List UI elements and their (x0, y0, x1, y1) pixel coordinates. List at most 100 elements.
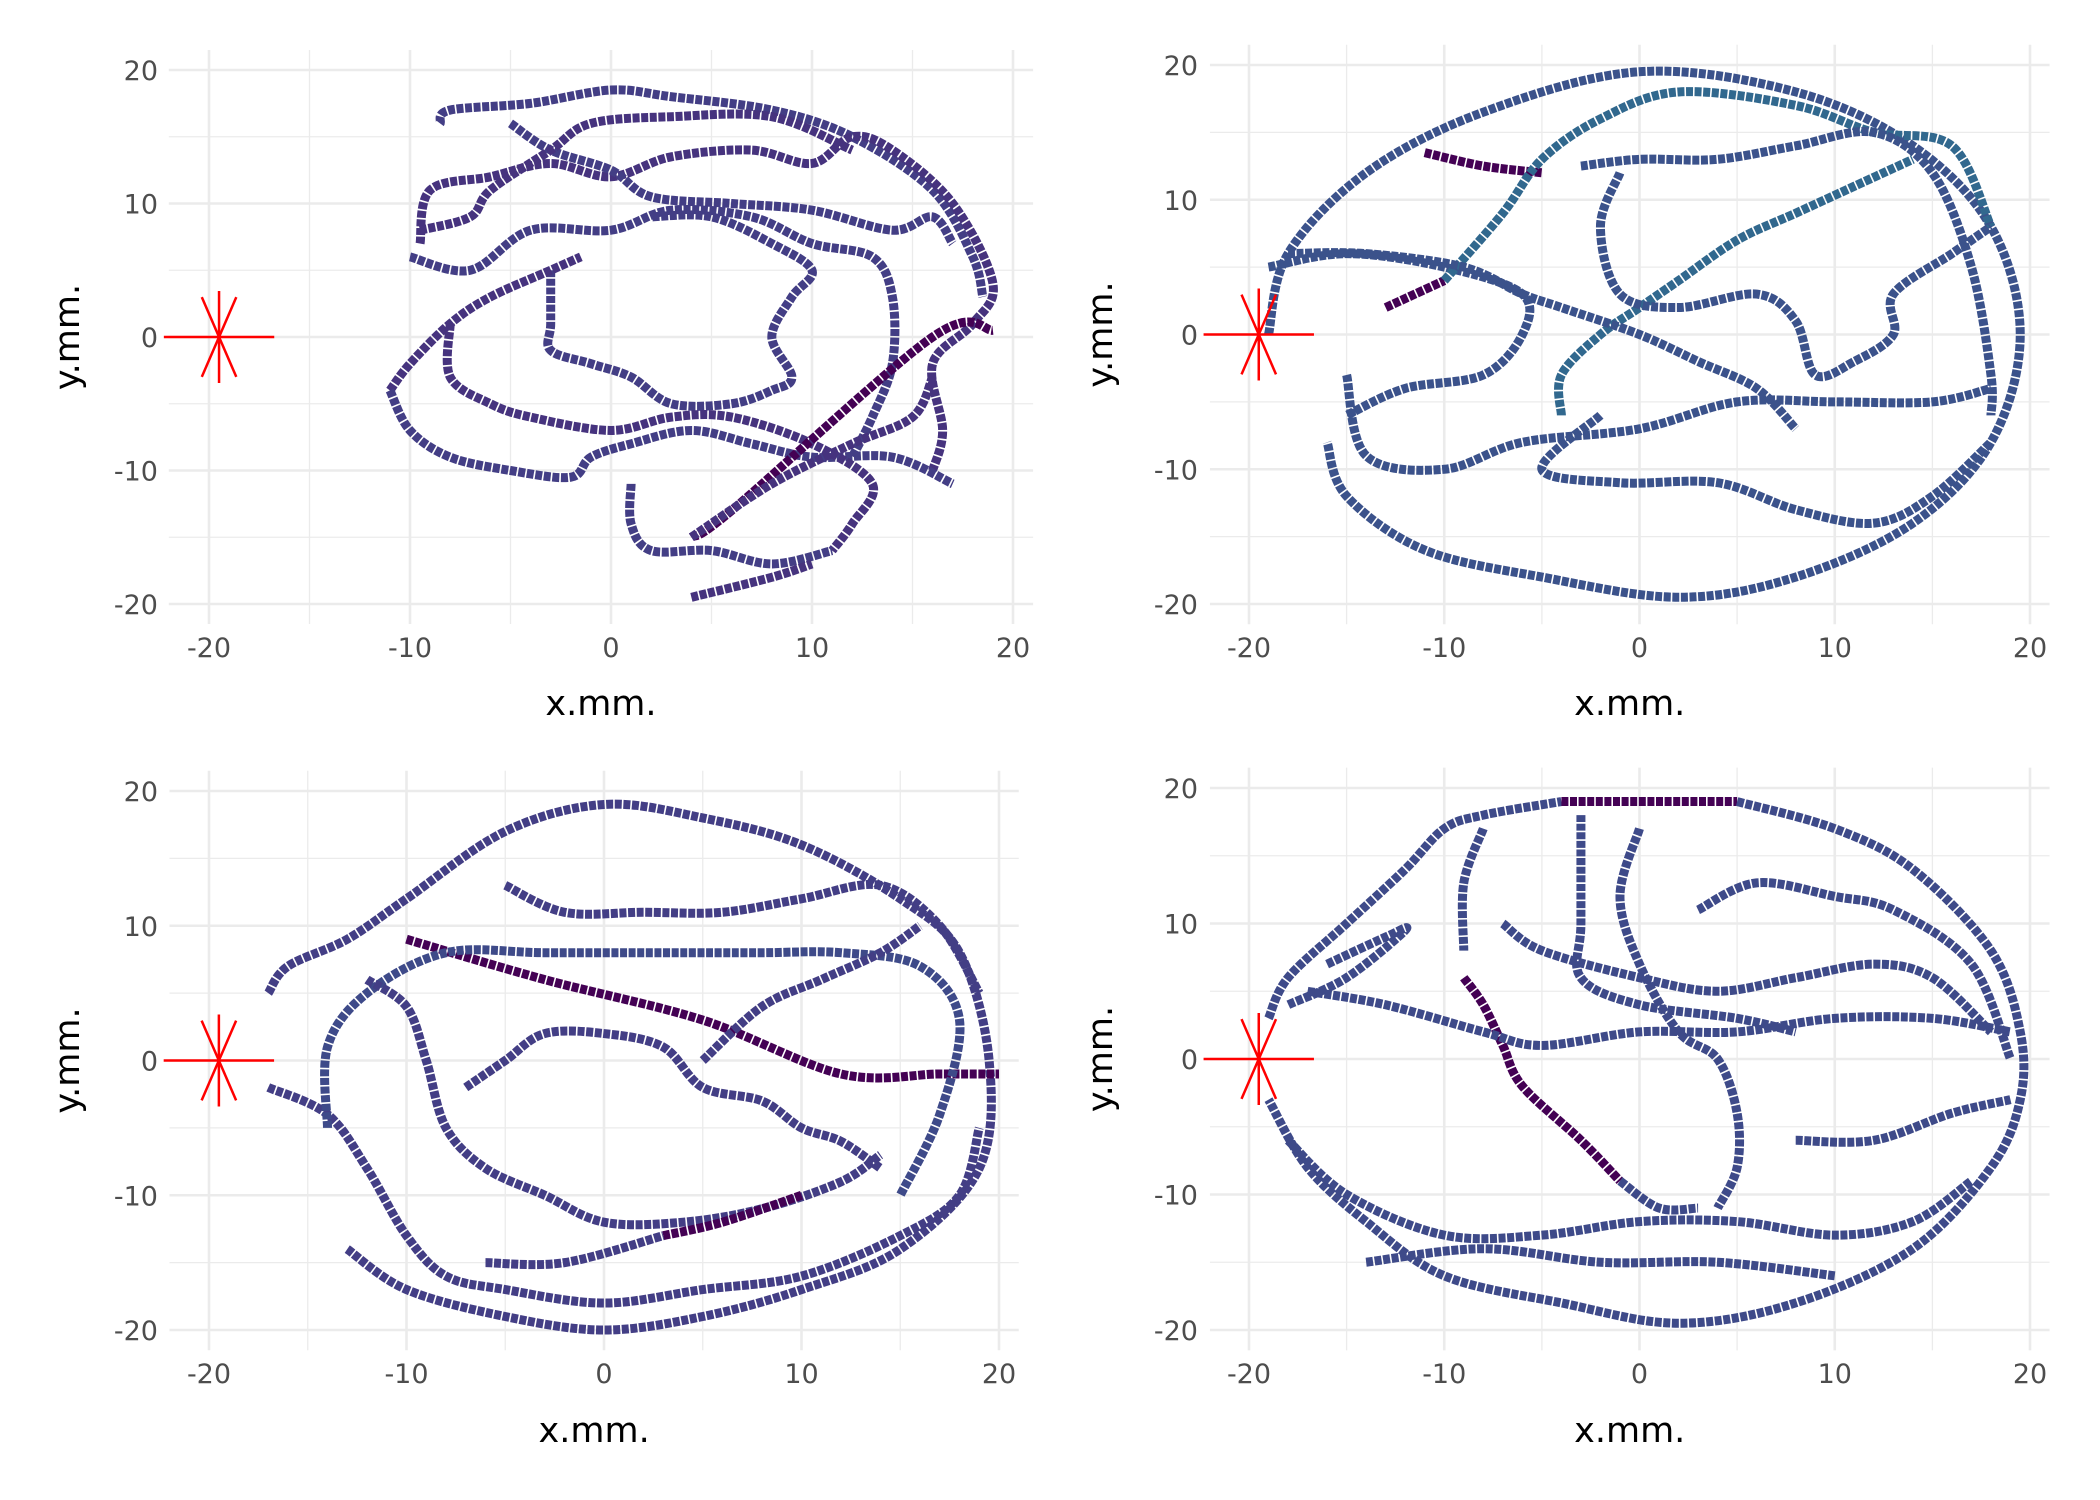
x-tick-label: 0 (602, 633, 619, 664)
trajectory-path (442, 323, 879, 554)
x-tick-label: 10 (795, 633, 829, 664)
trajectory-path (1306, 986, 2012, 1050)
trajectory-path (418, 109, 855, 235)
y-axis-title: y.mm. (1081, 1006, 1121, 1112)
trajectory-path (405, 934, 999, 1083)
x-axis-title: x.mm. (545, 684, 656, 724)
trajectory-path (1580, 127, 1997, 416)
x-tick-label: -10 (384, 1359, 428, 1390)
trajectory-path (1365, 1244, 1836, 1281)
x-tick-label: 0 (1631, 1359, 1648, 1390)
trajectory-path (503, 879, 984, 996)
y-tick-label: -20 (114, 1316, 158, 1347)
trajectory-path (463, 1026, 884, 1173)
y-tick-label: 10 (124, 912, 158, 943)
x-tick-label: -10 (1422, 1359, 1466, 1390)
y-tick-label: 20 (124, 56, 158, 87)
x-tick-label: -20 (1227, 633, 1271, 664)
y-axis-title: y.mm. (48, 284, 88, 390)
y-tick-label: -10 (1154, 1181, 1198, 1212)
trajectory-path (1537, 411, 1995, 528)
x-tick-label: 20 (996, 633, 1030, 664)
y-tick-label: 0 (1181, 1045, 1198, 1076)
x-tick-label: -20 (1227, 1359, 1271, 1390)
trajectory-path (690, 559, 814, 602)
trajectory-path (688, 375, 937, 541)
trajectory-path (266, 1083, 984, 1308)
trajectory-path (1615, 827, 1745, 1211)
trajectory-path (1617, 1177, 1699, 1215)
panel-2: -20 -10 0 10 20 -20 -10 0 10 20 x.mm. y.mm. (1081, 44, 2050, 724)
y-tick-label: 20 (124, 777, 158, 808)
trajectory-path (386, 252, 583, 394)
y-tick-label: 0 (1181, 321, 1198, 352)
trajectory-path (1572, 815, 1797, 1037)
trajectory-path (1284, 1136, 1975, 1244)
trajectory-path (699, 922, 923, 1064)
trajectory-path (364, 975, 884, 1230)
trajectory-path (1342, 373, 1993, 475)
trajectory-path (1695, 878, 2015, 1061)
trajectory-path (1264, 66, 2025, 602)
trajectory-path (507, 119, 957, 247)
y-tick-label: 10 (1164, 910, 1198, 941)
x-tick-label: 20 (2013, 1359, 2047, 1390)
trajectory-path (1460, 975, 1624, 1185)
origin-asterisk-marker (1203, 288, 1314, 381)
x-tick-label: -10 (388, 633, 432, 664)
x-tick-label: 20 (982, 1359, 1016, 1390)
y-tick-label: -20 (1154, 1316, 1198, 1347)
trajectory-path (1264, 797, 1563, 1021)
y-tick-label: 10 (1164, 186, 1198, 217)
trajectory-path (1440, 87, 1996, 284)
panel-3: -20 -10 0 10 20 -20 -10 0 10 20 x.mm. y.mm. (48, 770, 1019, 1451)
trajectory-path (1286, 923, 1412, 1009)
x-tick-label: 10 (1818, 633, 1852, 664)
x-axis-title: x.mm. (1574, 1411, 1685, 1451)
trajectory-path (1595, 171, 1994, 382)
trajectory-path (485, 1231, 665, 1270)
trajectory-path (435, 85, 988, 299)
trajectory-path (1267, 249, 1535, 420)
y-tick-label: 20 (1164, 774, 1198, 805)
y-tick-label: 20 (1164, 51, 1198, 82)
trajectory-path (1500, 919, 1995, 1036)
x-tick-label: 10 (784, 1359, 818, 1390)
y-tick-label: -10 (114, 1181, 158, 1212)
y-tick-label: 10 (124, 190, 158, 221)
y-axis-title: y.mm. (48, 1007, 88, 1113)
panel-1: -20 -10 0 10 20 -20 -10 0 10 20 x.mm. y.mm. (48, 49, 1034, 724)
y-tick-label: -20 (114, 590, 158, 621)
origin-asterisk-marker (163, 291, 275, 383)
trajectory-path (408, 204, 900, 460)
panel-4: -20 -10 0 10 20 -20 -10 0 10 20 x.mm. y.mm. (1081, 767, 2050, 1451)
x-tick-label: 0 (595, 1359, 612, 1390)
trajectory-path (1288, 248, 1800, 432)
x-tick-label: -10 (1422, 633, 1466, 664)
trajectory-path (1264, 797, 2029, 1328)
x-tick-label: 20 (2013, 633, 2047, 664)
y-tick-label: -20 (1154, 590, 1198, 621)
x-tick-label: -20 (187, 633, 231, 664)
x-tick-label: -20 (187, 1359, 231, 1390)
x-axis-title: x.mm. (1574, 684, 1685, 724)
trajectory-path (1457, 827, 1488, 951)
trajectory-path (543, 210, 817, 411)
trajectory-path (264, 799, 996, 1335)
y-tick-label: -10 (1154, 455, 1198, 486)
x-tick-label: 0 (1631, 633, 1648, 664)
trajectory-path (385, 388, 955, 488)
trajectory-path (662, 1190, 803, 1241)
x-tick-label: 10 (1818, 1359, 1852, 1390)
origin-asterisk-marker (163, 1014, 275, 1107)
trajectory-path (1423, 148, 1543, 178)
trajectory-path (1795, 1095, 2012, 1147)
x-axis-title: x.mm. (539, 1411, 650, 1451)
trajectory-path (1383, 276, 1447, 312)
trajectory-path (625, 483, 834, 569)
y-axis-title: y.mm. (1081, 281, 1121, 387)
y-tick-label: 0 (141, 323, 158, 354)
trajectory-path (1554, 155, 1915, 416)
trajectory-path (320, 945, 965, 1198)
